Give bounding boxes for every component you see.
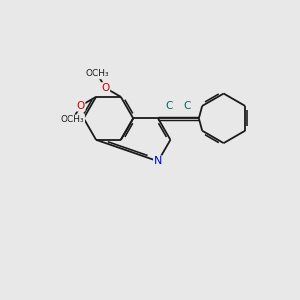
Text: O: O	[101, 83, 110, 93]
Text: N: N	[154, 156, 162, 166]
Text: C: C	[184, 101, 191, 112]
Text: OCH₃: OCH₃	[61, 115, 84, 124]
Text: OCH₃: OCH₃	[85, 70, 109, 79]
Text: C: C	[166, 101, 173, 112]
Text: O: O	[76, 101, 85, 111]
